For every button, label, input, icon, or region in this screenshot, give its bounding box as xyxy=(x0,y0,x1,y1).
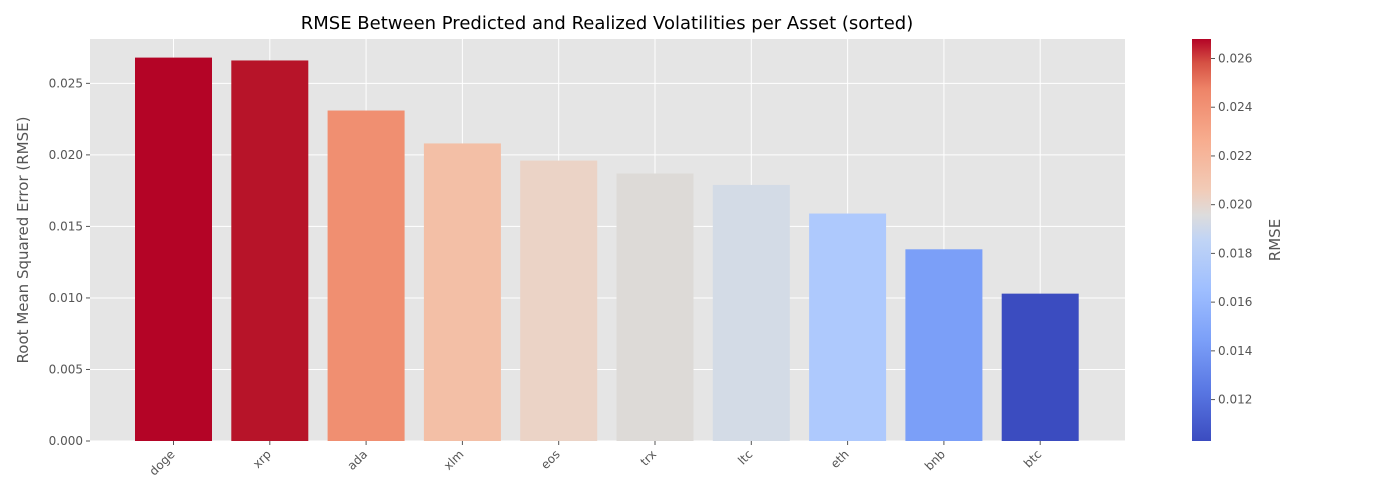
bar-ltc xyxy=(712,184,790,442)
colorbar-tick-label: 0.022 xyxy=(1218,149,1252,163)
y-tick-labels: 0.000 0.005 0.010 0.015 0.020 0.025 xyxy=(49,76,90,448)
bar-ada xyxy=(327,110,405,442)
x-tick-label: eos xyxy=(538,447,563,472)
bar-eos xyxy=(520,160,598,441)
x-tick-label: xlm xyxy=(441,447,467,473)
y-tick-label: 0.010 xyxy=(49,291,83,305)
bar-btc xyxy=(1001,293,1079,441)
colorbar-tick-label: 0.016 xyxy=(1218,295,1252,309)
bar-trx xyxy=(616,173,694,441)
colorbar-ticks: 0.012 0.014 0.016 0.018 0.020 0.022 0.024 0.026 xyxy=(1211,51,1252,407)
colorbar-tick-label: 0.020 xyxy=(1218,198,1252,212)
y-tick-label: 0.005 xyxy=(49,362,83,376)
bars xyxy=(135,57,1079,442)
colorbar-tick-label: 0.012 xyxy=(1218,393,1252,407)
bar-bnb xyxy=(905,249,983,441)
x-tick-labels: doge xrp ada xlm eos trx ltc eth bnb btc xyxy=(147,441,1044,478)
bar-eth xyxy=(809,213,887,441)
colorbar-tick-label: 0.018 xyxy=(1218,246,1252,260)
x-tick-label: ltc xyxy=(735,447,755,467)
x-tick-label: trx xyxy=(638,447,660,469)
colorbar-tick-label: 0.014 xyxy=(1218,344,1252,358)
colorbar-label: RMSE xyxy=(1266,219,1284,261)
y-tick-label: 0.025 xyxy=(49,76,83,90)
colorbar xyxy=(1192,39,1211,441)
chart-title: RMSE Between Predicted and Realized Vola… xyxy=(301,13,914,34)
x-tick-label: doge xyxy=(147,447,178,478)
bar-xrp xyxy=(231,60,309,441)
x-tick-label: btc xyxy=(1021,447,1044,470)
x-tick-label: bnb xyxy=(922,447,948,473)
y-tick-label: 0.020 xyxy=(49,148,83,162)
x-tick-label: ada xyxy=(345,447,371,473)
bar-doge xyxy=(135,57,212,441)
colorbar-tick-label: 0.024 xyxy=(1218,100,1252,114)
y-tick-label: 0.015 xyxy=(49,219,83,233)
y-axis-label: Root Mean Squared Error (RMSE) xyxy=(14,117,32,364)
y-tick-label: 0.000 xyxy=(49,434,83,448)
colorbar-tick-label: 0.026 xyxy=(1218,51,1252,65)
x-tick-label: eth xyxy=(828,447,852,471)
x-tick-label: xrp xyxy=(250,447,274,471)
bar-xlm xyxy=(423,143,501,442)
